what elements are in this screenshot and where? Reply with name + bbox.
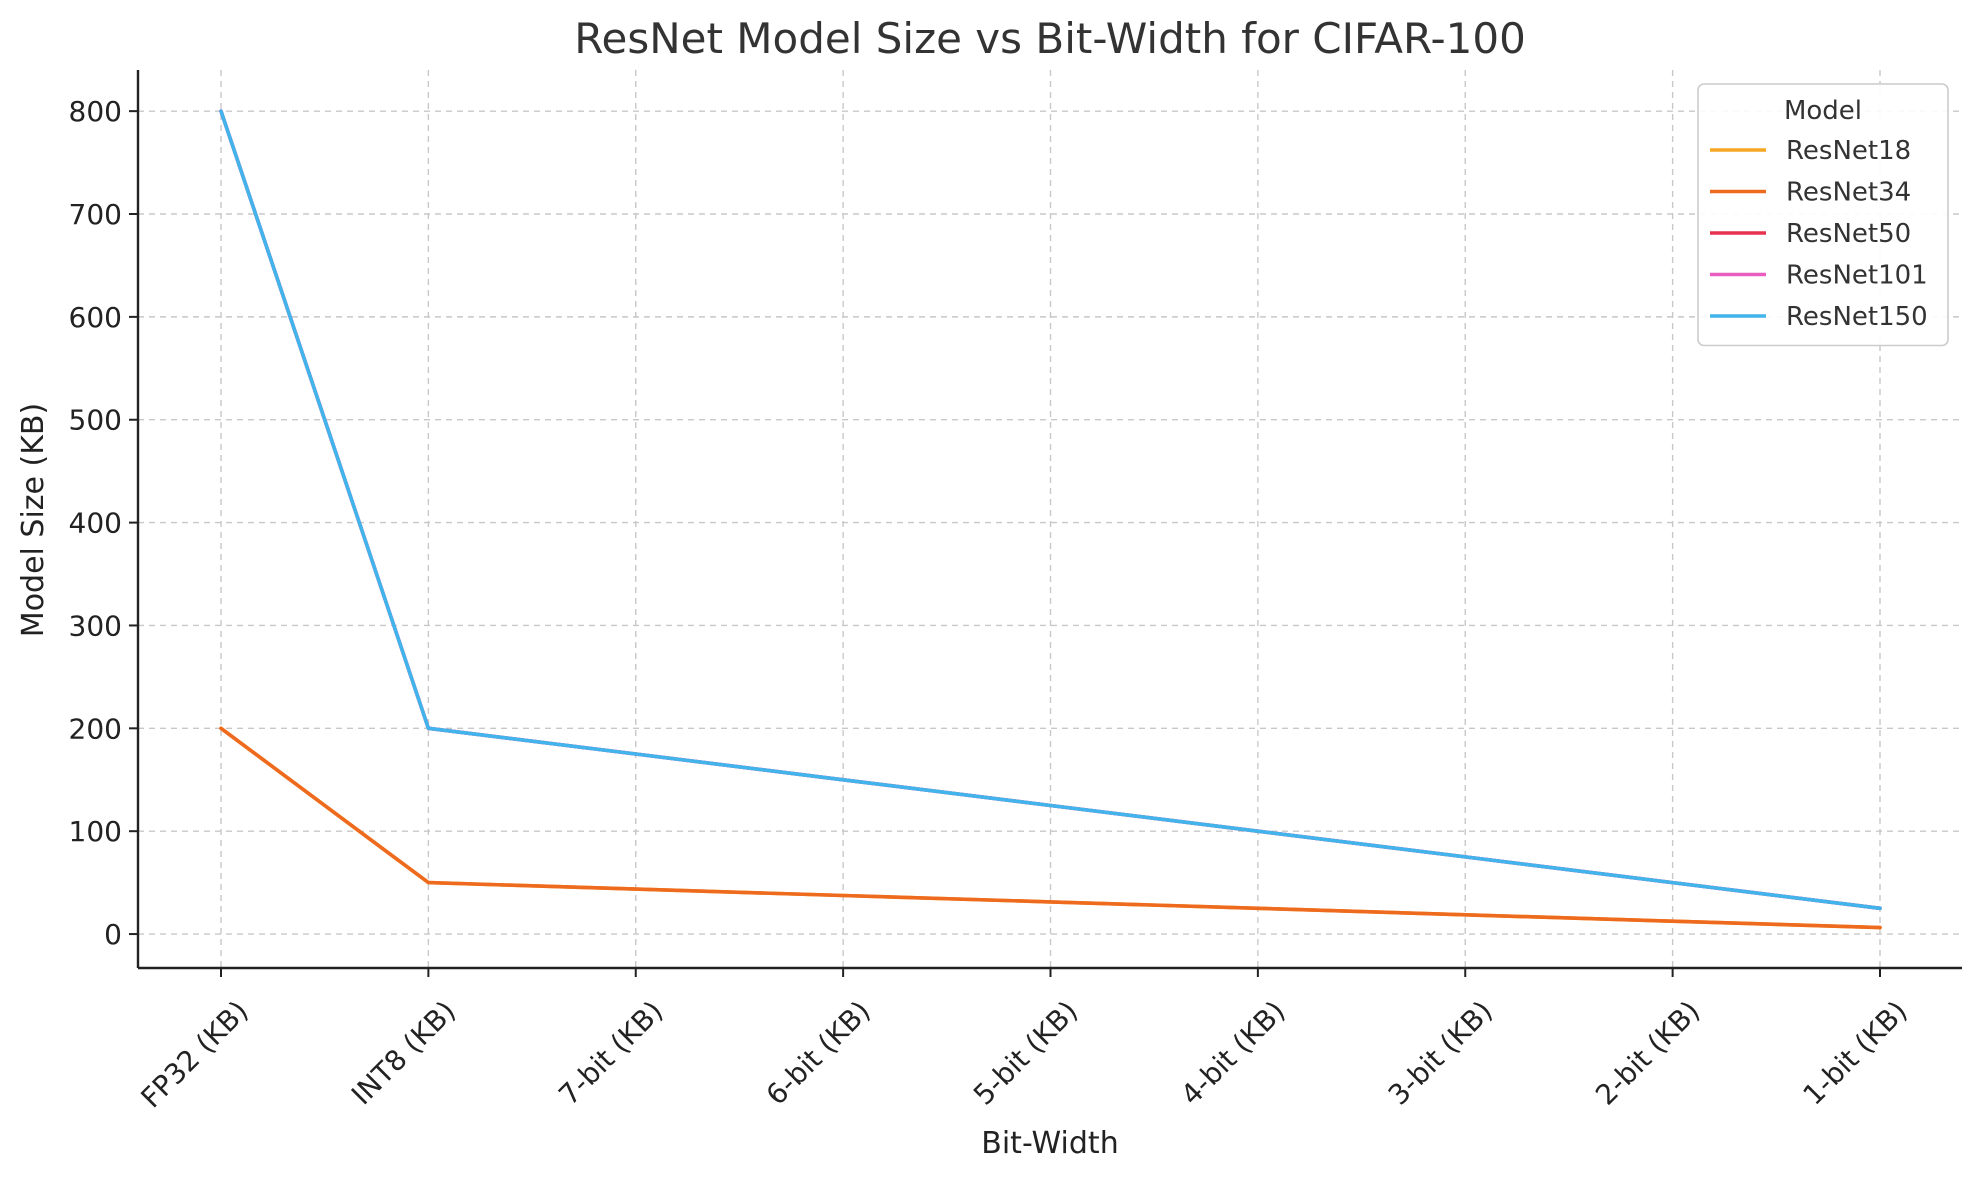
x-tick-label: 5-bit (KB)	[967, 994, 1084, 1111]
x-tick-label: FP32 (KB)	[134, 994, 254, 1114]
x-axis-title: Bit-Width	[981, 1126, 1118, 1161]
x-tick-label: 4-bit (KB)	[1174, 994, 1291, 1111]
y-axis-title: Model Size (KB)	[16, 403, 51, 637]
y-tick-label: 300	[69, 609, 122, 642]
legend: Model ResNet18 ResNet34 ResNet50 ResNet101 Re…	[1697, 83, 1949, 347]
y-tick-label: 600	[69, 301, 122, 334]
x-tick-label: 2-bit (KB)	[1589, 994, 1706, 1111]
x-tick-label: 6-bit (KB)	[760, 994, 877, 1111]
y-tick-label: 700	[69, 198, 122, 231]
chart-title: ResNet Model Size vs Bit-Width for CIFAR…	[574, 14, 1526, 63]
grid	[138, 70, 1962, 968]
series-line-resnet34	[219, 726, 1882, 930]
series-lines	[219, 109, 1882, 930]
legend-label: ResNet150	[1786, 302, 1928, 332]
legend-title: Model	[1784, 96, 1862, 126]
legend-label: ResNet50	[1786, 219, 1911, 249]
x-tick-label: 3-bit (KB)	[1382, 994, 1499, 1111]
legend-label: ResNet18	[1786, 136, 1911, 166]
y-tick-label: 0	[104, 918, 122, 951]
x-tick-label: INT8 (KB)	[345, 994, 462, 1111]
x-tick-label: 7-bit (KB)	[552, 994, 669, 1111]
legend-label: ResNet101	[1786, 261, 1928, 291]
axes: 0 100 200 300 400 500 600 700 800 FP32 (KB) INT8 (…	[69, 70, 1962, 1114]
y-tick-label: 500	[69, 404, 122, 437]
legend-label: ResNet34	[1786, 178, 1911, 208]
y-tick-label: 800	[69, 95, 122, 128]
y-tick-label: 200	[69, 712, 122, 745]
x-tick-label: 1-bit (KB)	[1796, 994, 1913, 1111]
series-line-resnet150	[219, 109, 1882, 911]
y-tick-label: 100	[69, 815, 122, 848]
y-tick-label: 400	[69, 507, 122, 540]
